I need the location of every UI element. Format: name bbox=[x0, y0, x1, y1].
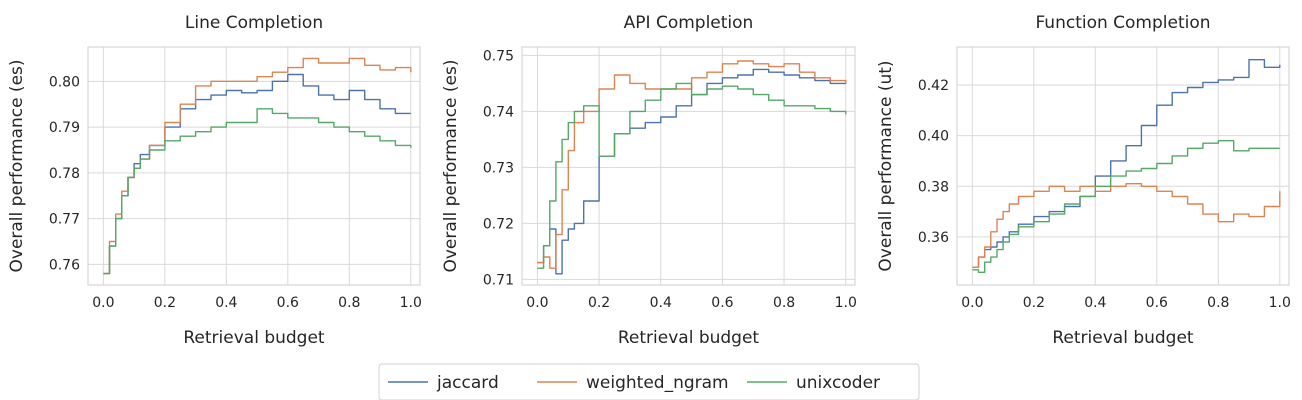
line-ytick-label-3: 0.79 bbox=[49, 120, 80, 136]
line-ytick-label-1: 0.77 bbox=[49, 212, 80, 228]
api-ytick-label-4: 0.75 bbox=[483, 48, 514, 64]
line-xtick-label-2: 0.4 bbox=[215, 295, 237, 311]
api-ytick-label-2: 0.73 bbox=[483, 160, 514, 176]
api-ytick-label-1: 0.72 bbox=[483, 216, 514, 232]
api-x-axis-label: Retrieval budget bbox=[618, 328, 760, 348]
function-ytick-label-1: 0.38 bbox=[918, 179, 949, 195]
line-xtick-label-0: 0.0 bbox=[92, 295, 114, 311]
line-x-axis-label: Retrieval budget bbox=[183, 328, 325, 348]
line-chart-title: Line Completion bbox=[185, 13, 323, 33]
api-series-unixcoder bbox=[537, 82, 847, 269]
line-y-axis-label: Overall performance (es) bbox=[7, 59, 27, 272]
function-ytick-label-3: 0.42 bbox=[918, 78, 949, 94]
legend-frame bbox=[378, 363, 920, 400]
line-panel: 0.0 0.2 0.4 0.6 0.8 1.0 0.76 0.77 0.78 0.79 0.80 Li… bbox=[7, 13, 422, 348]
legend: jaccard weighted_ngram unixcoder bbox=[378, 363, 920, 400]
function-xtick-label-2: 0.4 bbox=[1084, 295, 1106, 311]
function-xtick-label-0: 0.0 bbox=[961, 295, 983, 311]
api-xtick-label-5: 1.0 bbox=[835, 295, 857, 311]
api-xtick-label-4: 0.8 bbox=[773, 295, 795, 311]
line-xtick-label-5: 1.0 bbox=[400, 295, 422, 311]
api-ytick-label-0: 0.71 bbox=[483, 272, 514, 288]
function-series-jaccard bbox=[972, 59, 1281, 268]
api-frame bbox=[521, 46, 856, 286]
api-xtick-label-1: 0.2 bbox=[588, 295, 610, 311]
line-plot-area bbox=[88, 47, 420, 285]
legend-label-unixcoder: unixcoder bbox=[796, 373, 880, 393]
api-xtick-label-3: 0.6 bbox=[711, 295, 733, 311]
function-chart-title: Function Completion bbox=[1035, 13, 1210, 33]
function-series-unixcoder bbox=[972, 140, 1280, 273]
api-plot-area bbox=[522, 47, 855, 285]
api-ytick-label-3: 0.74 bbox=[483, 104, 514, 120]
line-ytick-label-0: 0.76 bbox=[49, 257, 80, 273]
api-series-jaccard bbox=[537, 68, 847, 275]
function-y-axis-label: Overall performance (ut) bbox=[876, 60, 896, 271]
function-xtick-label-4: 0.8 bbox=[1207, 295, 1229, 311]
line-xtick-label-1: 0.2 bbox=[154, 295, 176, 311]
api-panel: 0.0 0.2 0.4 0.6 0.8 1.0 0.71 0.72 0.73 0.74 0.75 AP… bbox=[441, 13, 857, 348]
line-xtick-label-3: 0.6 bbox=[277, 295, 299, 311]
function-ytick-label-2: 0.40 bbox=[918, 129, 949, 145]
api-xtick-label-0: 0.0 bbox=[526, 295, 548, 311]
line-xtick-label-4: 0.8 bbox=[338, 295, 360, 311]
api-xtick-label-2: 0.4 bbox=[650, 295, 672, 311]
line-ytick-label-4: 0.80 bbox=[49, 74, 80, 90]
function-xtick-label-1: 0.2 bbox=[1023, 295, 1045, 311]
function-frame bbox=[956, 46, 1290, 286]
function-xtick-label-5: 1.0 bbox=[1269, 295, 1291, 311]
line-ytick-label-2: 0.78 bbox=[49, 166, 80, 182]
function-xtick-label-3: 0.6 bbox=[1146, 295, 1168, 311]
line-series-unixcoder bbox=[103, 108, 412, 275]
legend-label-weighted-ngram: weighted_ngram bbox=[586, 373, 729, 393]
line-frame bbox=[87, 46, 421, 286]
function-ytick-label-0: 0.36 bbox=[918, 230, 949, 246]
legend-label-jaccard: jaccard bbox=[436, 373, 499, 393]
function-panel: 0.0 0.2 0.4 0.6 0.8 1.0 0.36 0.38 0.40 0.42 Functi… bbox=[876, 13, 1291, 348]
api-chart-title: API Completion bbox=[624, 13, 754, 33]
api-y-axis-label: Overall performance (es) bbox=[441, 59, 461, 272]
function-plot-area bbox=[957, 47, 1289, 285]
function-x-axis-label: Retrieval budget bbox=[1052, 328, 1194, 348]
